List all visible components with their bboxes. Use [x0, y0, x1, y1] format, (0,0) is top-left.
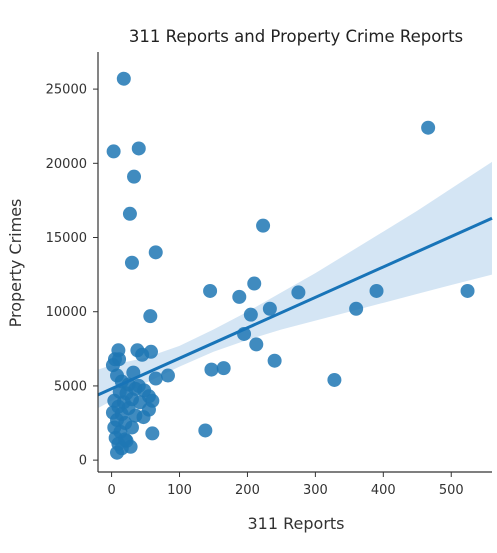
data-point [136, 410, 151, 425]
data-point [124, 255, 139, 270]
data-point [127, 169, 142, 184]
x-tick-label: 500 [439, 483, 464, 498]
data-point [106, 144, 121, 159]
data-point [145, 426, 160, 441]
data-point [249, 337, 264, 352]
y-tick-label: 25000 [46, 83, 87, 98]
data-point [204, 362, 219, 377]
data-point [131, 141, 146, 156]
data-point [148, 245, 163, 260]
data-point [243, 307, 258, 322]
data-point [262, 301, 277, 316]
data-point [327, 372, 342, 387]
data-point [143, 344, 158, 359]
y-tick-label: 0 [79, 454, 87, 469]
x-tick-label: 0 [107, 483, 115, 498]
data-point [198, 423, 213, 438]
regression-line-layer [97, 216, 493, 397]
y-tick-label: 15000 [46, 231, 87, 246]
x-tick-label: 400 [371, 483, 396, 498]
x-tick-label: 200 [235, 483, 260, 498]
data-point [143, 309, 158, 324]
data-point [460, 283, 475, 298]
data-point [116, 71, 131, 86]
data-point [203, 283, 218, 298]
confidence-band [98, 161, 492, 409]
data-point [349, 301, 364, 316]
y-ticks: 0 5000 10000 15000 20000 25000 [46, 83, 98, 469]
data-points-layer [105, 71, 475, 460]
data-point [247, 276, 262, 291]
x-tick-label: 300 [303, 483, 328, 498]
data-point [369, 283, 384, 298]
data-point [421, 120, 436, 135]
data-point [148, 371, 163, 386]
y-tick-label: 20000 [46, 157, 87, 172]
chart-title: 311 Reports and Property Crime Reports [129, 27, 463, 46]
data-point [118, 432, 133, 447]
y-axis-title: Property Crimes [6, 199, 25, 328]
axes [97, 52, 492, 473]
y-tick-label: 5000 [54, 379, 87, 394]
y-tick-label: 10000 [46, 305, 87, 320]
data-point [216, 361, 231, 376]
regression-line [97, 216, 493, 397]
data-point [124, 420, 139, 435]
data-point [291, 285, 306, 300]
data-point [267, 353, 282, 368]
data-point [256, 218, 271, 233]
data-point [232, 289, 247, 304]
data-point [160, 368, 175, 383]
x-ticks: 0 100 200 300 400 500 [107, 472, 464, 498]
confidence-band-layer [98, 161, 492, 409]
data-point [122, 206, 137, 221]
x-tick-label: 100 [167, 483, 192, 498]
x-axis-title: 311 Reports [248, 514, 345, 533]
data-point [110, 445, 125, 460]
